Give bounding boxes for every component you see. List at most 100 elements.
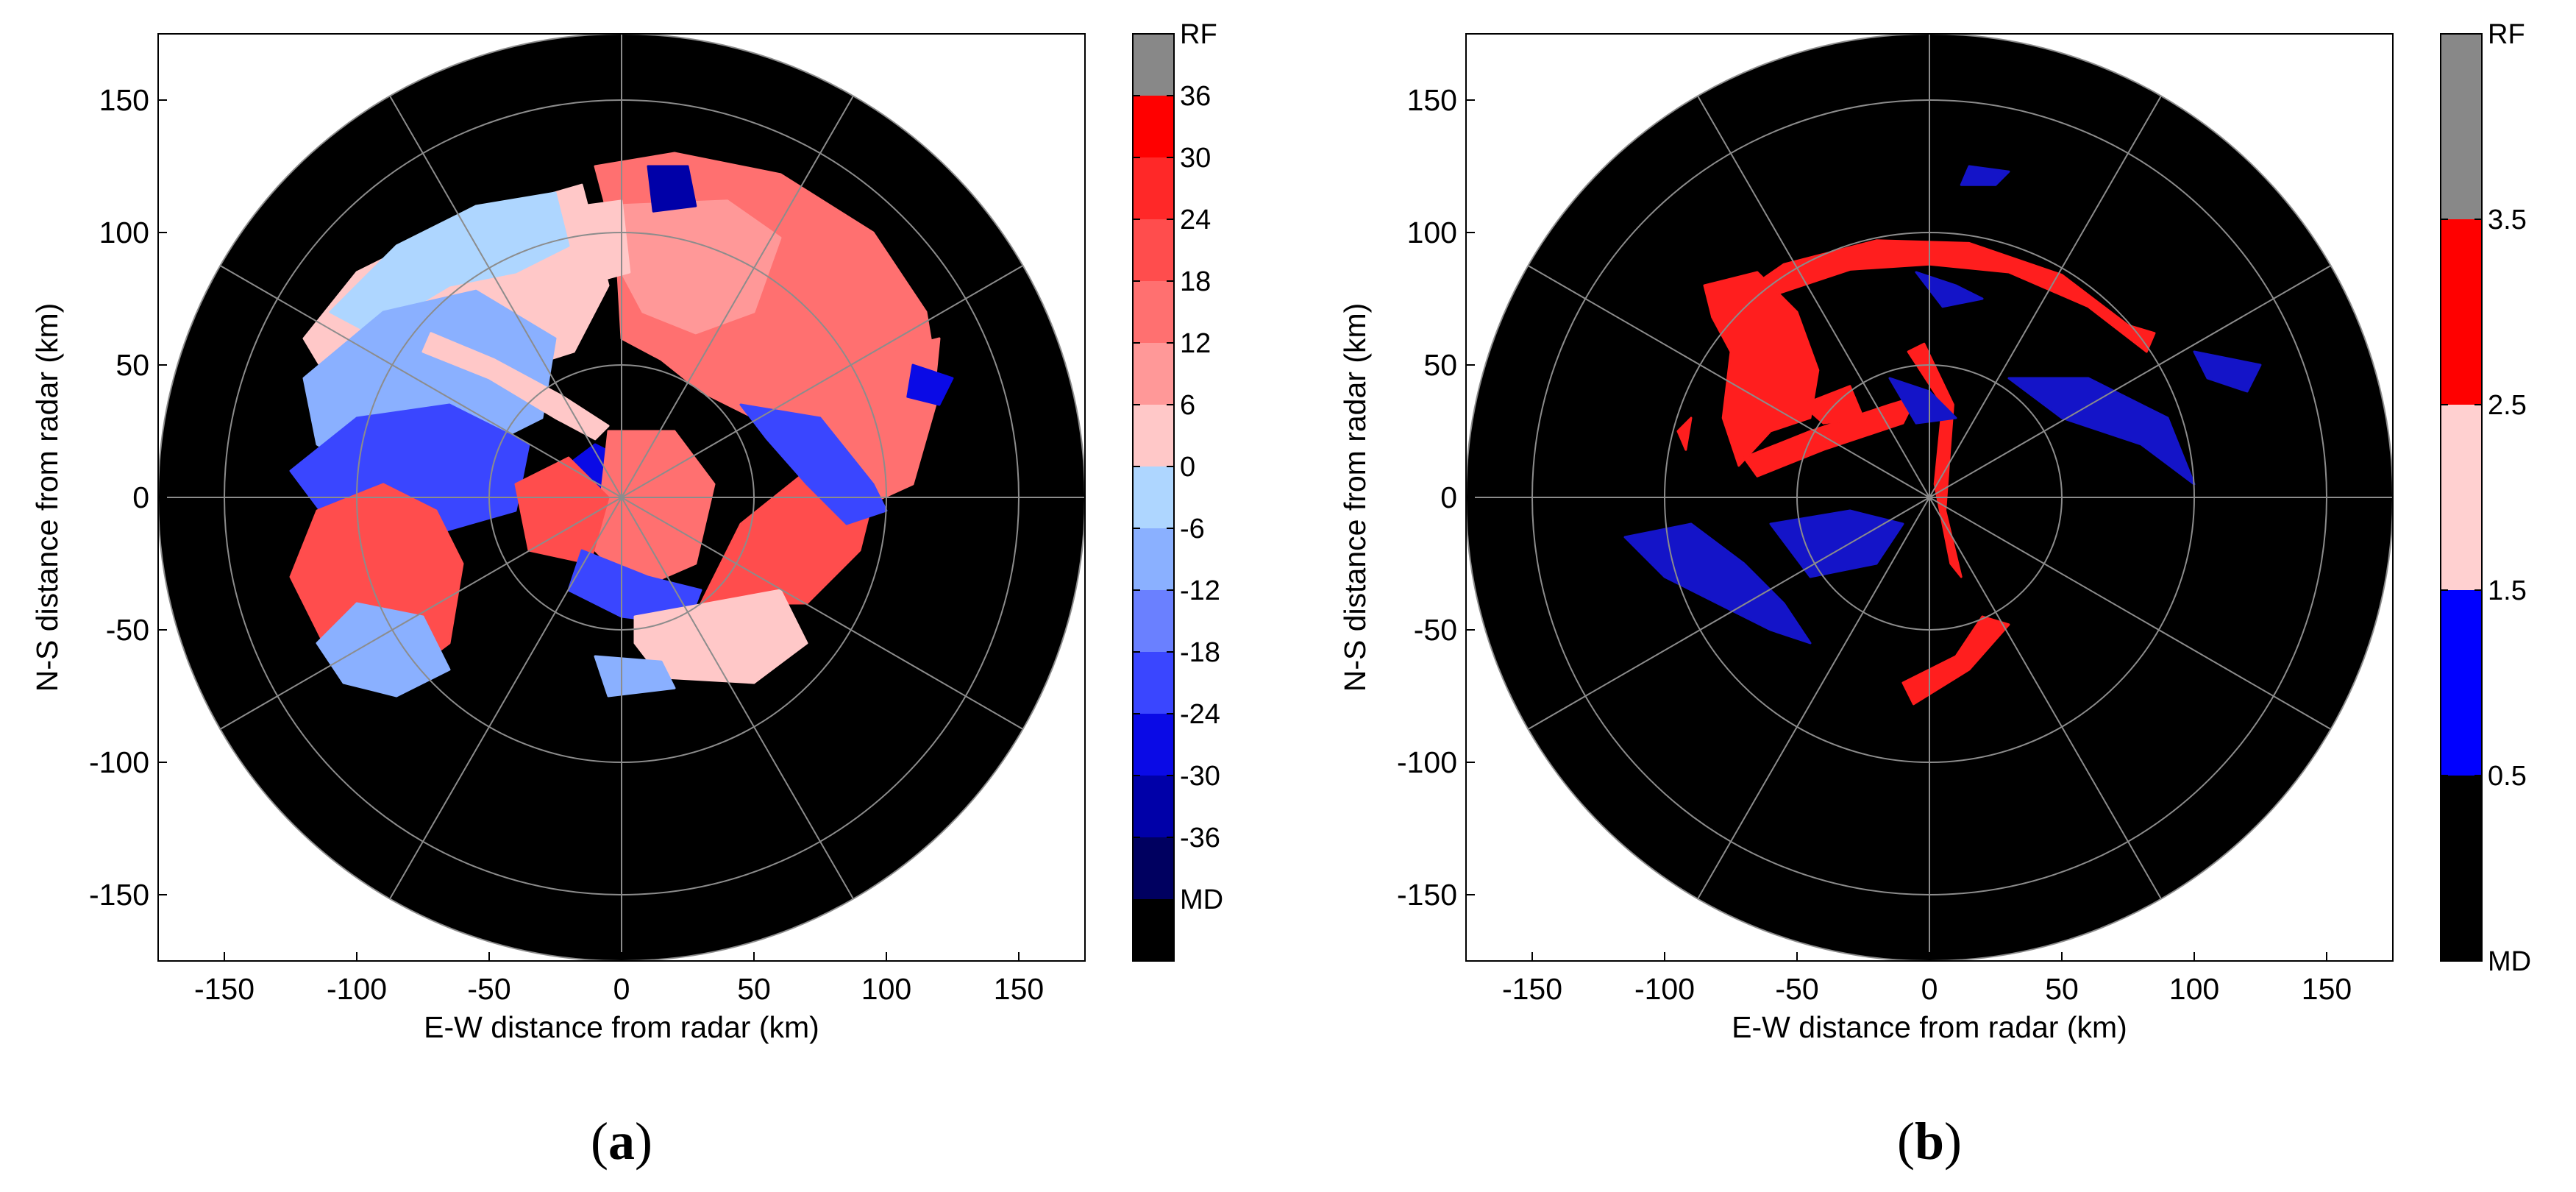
echo-region [633, 589, 808, 684]
panel-label-a: (a) [591, 1112, 652, 1171]
colorbar-a: RF 36 30 24 18 12 6 0 -6 -12 -18 -24 -30 -36 MD [1132, 19, 1223, 962]
echo-region [1907, 342, 1963, 578]
azimuth-spoke [1527, 265, 1930, 498]
colorbar-frame [1132, 33, 1175, 962]
colorbar-bin [2441, 776, 2482, 962]
echo-region [1769, 509, 1904, 578]
y-tick-label: -50 [106, 613, 149, 647]
colorbar-bin [1133, 34, 1174, 96]
colorbar-label: -24 [1180, 699, 1220, 730]
colorbar-bin [1133, 343, 1174, 405]
panel-letter-a: a [608, 1112, 635, 1171]
colorbar-label: 3.5 [2488, 205, 2527, 235]
echo-region [421, 332, 610, 441]
colorbar-bin [1133, 714, 1174, 776]
echo-region [1721, 239, 2156, 353]
y-tick-label: 50 [115, 348, 149, 382]
azimuth-spoke [219, 265, 622, 498]
paren-close-b: ) [1944, 1112, 1962, 1171]
colorbar-bin [1133, 281, 1174, 344]
echo-region [647, 165, 697, 213]
x-tick-label: -150 [1502, 972, 1562, 1006]
colorbar-bin [2441, 405, 2482, 591]
y-tick-label: -150 [89, 878, 149, 912]
x-tick-label: 150 [2302, 972, 2352, 1006]
azimuth-spoke [1929, 497, 2332, 730]
x-tick-label: 150 [994, 972, 1044, 1006]
colorbar-label: RF [1180, 19, 1217, 50]
echo-region [316, 602, 451, 698]
azimuth-spoke [1697, 497, 1930, 900]
polar-grid-a [158, 34, 1085, 961]
colorbar-bin [1133, 96, 1174, 158]
echo-region [594, 655, 676, 698]
colorbar-bin [1133, 466, 1174, 529]
azimuth-spoke [621, 497, 1024, 730]
colorbar-label: 18 [1180, 266, 1211, 297]
y-tick-label: 100 [99, 216, 149, 249]
echo-regions-a [289, 152, 954, 698]
colorbar-label: 12 [1180, 328, 1211, 359]
colorbar-b: RF 3.5 2.5 1.5 0.5 MD [2440, 19, 2531, 977]
colorbar-label: 2.5 [2488, 390, 2527, 421]
paren-close-a: ) [635, 1112, 652, 1171]
azimuth-spoke [1697, 95, 1930, 498]
x-tick-label: -100 [1634, 972, 1695, 1006]
colorbar-label: MD [1180, 884, 1223, 915]
colorbar-bin [1133, 590, 1174, 653]
echo-region [1915, 271, 1984, 308]
azimuth-spoke [219, 497, 622, 730]
y-tick-label: 150 [99, 83, 149, 117]
echo-region [906, 363, 954, 406]
azimuth-spoke [621, 95, 854, 498]
colorbar-bin [1133, 528, 1174, 591]
x-tick-label: -50 [1775, 972, 1818, 1006]
azimuth-spoke [621, 497, 854, 900]
echo-region [1676, 416, 1693, 451]
y-tick-label: 0 [1440, 480, 1457, 514]
x-tick-label: 0 [613, 972, 630, 1006]
echo-region [594, 430, 716, 592]
panel-letter-b: b [1915, 1112, 1944, 1171]
colorbar-label: 36 [1180, 81, 1211, 112]
colorbar-bin [1133, 157, 1174, 220]
azimuth-spoke [1929, 265, 2332, 498]
x-tick-label: 100 [861, 972, 911, 1006]
echo-region [580, 199, 631, 282]
x-axis-label-a: E-W distance from radar (km) [424, 1010, 819, 1044]
colorbar-label: 1.5 [2488, 575, 2527, 606]
panel-a: -150 -100 -50 0 50 100 150 150 100 50 0 -50 -100 -15… [30, 19, 1223, 1171]
azimuth-spoke [1527, 497, 1930, 730]
azimuth-spoke [1929, 497, 2162, 900]
colorbar-label: 24 [1180, 205, 1211, 235]
azimuth-spoke [389, 95, 622, 498]
y-tick-label: 150 [1407, 83, 1457, 117]
x-ticks-a: -150 -100 -50 0 50 100 150 [194, 952, 1044, 1006]
y-tick-label: 0 [132, 480, 149, 514]
y-ticks-b: 150 100 50 0 -50 -100 -150 [1397, 83, 1475, 912]
colorbar-label: MD [2488, 946, 2531, 977]
echo-region [1960, 165, 2010, 186]
x-tick-label: -50 [467, 972, 510, 1006]
y-tick-label: 50 [1423, 348, 1457, 382]
y-tick-label: -150 [1397, 878, 1457, 912]
echo-region [1888, 377, 1957, 425]
y-axis-label-b: N-S distance from radar (km) [1338, 303, 1372, 692]
colorbar-label: RF [2488, 19, 2525, 50]
colorbar-bin [1133, 776, 1174, 838]
x-ticks-b: -150 -100 -50 0 50 100 150 [1502, 952, 2352, 1006]
colorbar-bin [1133, 652, 1174, 714]
x-tick-label: 0 [1921, 972, 1938, 1006]
x-tick-label: -100 [327, 972, 387, 1006]
x-tick-label: -150 [194, 972, 255, 1006]
x-tick-label: 50 [737, 972, 771, 1006]
colorbar-bin [1133, 899, 1174, 962]
paren-open-a: ( [591, 1112, 608, 1171]
echo-region [739, 403, 888, 525]
echo-region [1801, 385, 1865, 425]
colorbar-label: -12 [1180, 575, 1220, 606]
azimuth-spoke [1929, 95, 2162, 498]
colorbar-label: -18 [1180, 637, 1220, 668]
colorbar-bin [2441, 219, 2482, 405]
